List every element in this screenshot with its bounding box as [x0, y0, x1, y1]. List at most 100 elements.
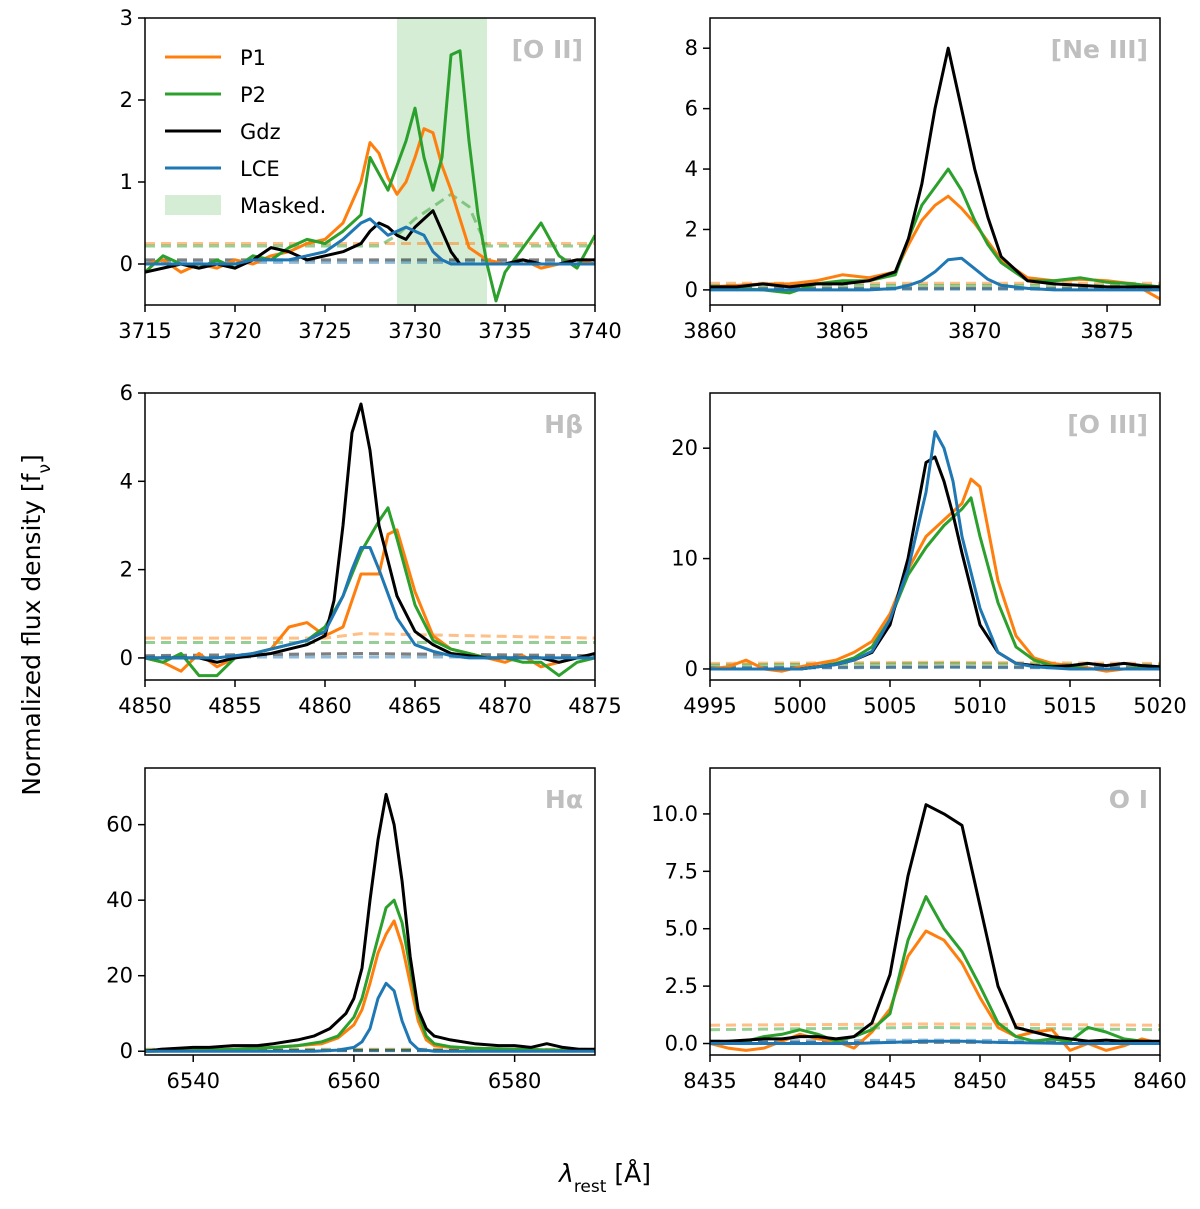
- x-tick-label: 8455: [1043, 1069, 1096, 1093]
- x-axis-title: λrest [Å]: [557, 1159, 651, 1197]
- y-tick-label: 0: [685, 278, 698, 302]
- x-tick-label: 4875: [568, 694, 621, 718]
- y-axis-title: Normalized flux density [fν]: [17, 454, 55, 795]
- series-LCE: [710, 256, 1160, 292]
- line-label: [O II]: [512, 35, 583, 64]
- legend-label-masked: Masked.: [240, 194, 326, 218]
- series-Gdz: [145, 792, 595, 1053]
- y-tick-label: 0: [120, 1039, 133, 1063]
- x-tick-label: 8435: [683, 1069, 736, 1093]
- plot-area: [710, 46, 1160, 301]
- panel-OII: 3715 3720 3725 3730 3735 3740 0 1 2 3 [O II] P1 P2 Gd…: [118, 6, 621, 343]
- series-Gdz: [710, 46, 1160, 289]
- y-tick-label: 0.0: [665, 1032, 698, 1056]
- y-tick-label: 6: [685, 97, 698, 121]
- x-tick-label: 5005: [863, 694, 916, 718]
- x-tick-label: 8450: [953, 1069, 1006, 1093]
- series-LCE: [710, 430, 1160, 671]
- legend-label-P1: P1: [240, 46, 266, 70]
- panel-Halpha: 6540 6560 6580 0 20 40 60 Hα: [106, 767, 596, 1093]
- line-label: Hα: [545, 785, 583, 814]
- series-LCE: [145, 217, 595, 266]
- x-tick-label: 6560: [327, 1069, 380, 1093]
- series-P1: [710, 929, 1160, 1052]
- line-label: [Ne III]: [1051, 35, 1148, 64]
- y-tick-label: 8: [685, 36, 698, 60]
- plot-area: [145, 792, 595, 1053]
- series-P2: [710, 895, 1160, 1045]
- series-P1: [145, 919, 595, 1053]
- plot-area: [145, 18, 595, 305]
- x-tick-label: 3860: [683, 319, 736, 343]
- plot-area: [710, 430, 1160, 673]
- y-tick-label: 4: [120, 469, 133, 493]
- series-Gdz-continuum: [145, 651, 595, 658]
- series-P2: [145, 506, 595, 678]
- y-tick-label: 10: [671, 547, 698, 571]
- x-tick-label: 3725: [298, 319, 351, 343]
- panel-frame: [144, 767, 596, 1056]
- y-tick-label: 0: [120, 646, 133, 670]
- x-tick-label: 5010: [953, 694, 1006, 718]
- y-tick-label: 4: [685, 157, 698, 181]
- x-tick-label: 6540: [166, 1069, 219, 1093]
- legend-label-LCE: LCE: [240, 157, 280, 181]
- series-P1-continuum: [145, 632, 595, 640]
- y-tick-label: 0: [120, 252, 133, 276]
- panel-frame: [144, 17, 596, 306]
- y-tick-label: 2: [685, 217, 698, 241]
- x-tick-label: 4870: [478, 694, 531, 718]
- line-label: [O III]: [1067, 410, 1148, 439]
- y-tick-label: 6: [120, 381, 133, 405]
- panel-OIII: 4995 5000 5005 5010 5015 5020 0 10 20 [O III]: [671, 392, 1187, 718]
- y-tick-label: 2: [120, 88, 133, 112]
- x-tick-label: 3730: [388, 319, 441, 343]
- legend-label-P2: P2: [240, 83, 266, 107]
- x-tick-label: 3740: [568, 319, 621, 343]
- panel-frame: [144, 392, 596, 681]
- y-tick-label: 7.5: [665, 859, 698, 883]
- x-tick-label: 5015: [1043, 694, 1096, 718]
- y-tick-label: 3: [120, 6, 133, 30]
- series-Gdz: [145, 402, 595, 664]
- x-tick-label: 3735: [478, 319, 531, 343]
- line-label: O I: [1109, 785, 1148, 814]
- y-tick-label: 40: [106, 888, 133, 912]
- series-LCE: [710, 1039, 1160, 1045]
- x-tick-label: 3865: [816, 319, 869, 343]
- series-P2: [710, 496, 1160, 671]
- legend: P1 P2 Gdz LCE Masked.: [165, 46, 326, 218]
- panel-Hbeta: 4850 4855 4860 4865 4870 4875 0 2 4 6 Hβ: [118, 381, 621, 718]
- line-label: Hβ: [544, 410, 583, 439]
- panel-frame: [709, 392, 1161, 681]
- panel-frame: [709, 17, 1161, 306]
- panel-frame: [709, 767, 1161, 1056]
- x-tick-label: 8445: [863, 1069, 916, 1093]
- y-tick-label: 2: [120, 558, 133, 582]
- series-P1-continuum: [710, 1022, 1160, 1027]
- series-LCE: [145, 981, 595, 1053]
- plot-area: [145, 402, 595, 678]
- y-tick-label: 0: [685, 657, 698, 681]
- x-tick-label: 4855: [208, 694, 261, 718]
- y-tick-label: 60: [106, 813, 133, 837]
- series-P2-continuum: [710, 1025, 1160, 1032]
- series-Gdz: [710, 803, 1160, 1043]
- series-P2: [145, 898, 595, 1053]
- legend-label-Gdz: Gdz: [240, 120, 281, 144]
- y-tick-label: 20: [106, 964, 133, 988]
- legend-swatch-masked: [165, 195, 221, 215]
- y-tick-label: 5.0: [665, 917, 698, 941]
- x-tick-label: 5020: [1133, 694, 1186, 718]
- panel-NeIII: 3860 3865 3870 3875 0 2 4 6 8 [Ne III]: [683, 17, 1161, 343]
- y-tick-label: 1: [120, 170, 133, 194]
- y-tick-label: 10.0: [651, 802, 698, 826]
- series-P2: [710, 167, 1160, 295]
- y-tick-label: 20: [671, 436, 698, 460]
- series-LCE: [145, 546, 595, 660]
- x-tick-label: 3870: [948, 319, 1001, 343]
- x-tick-label: 3715: [118, 319, 171, 343]
- x-tick-label: 3875: [1080, 319, 1133, 343]
- x-tick-label: 4860: [298, 694, 351, 718]
